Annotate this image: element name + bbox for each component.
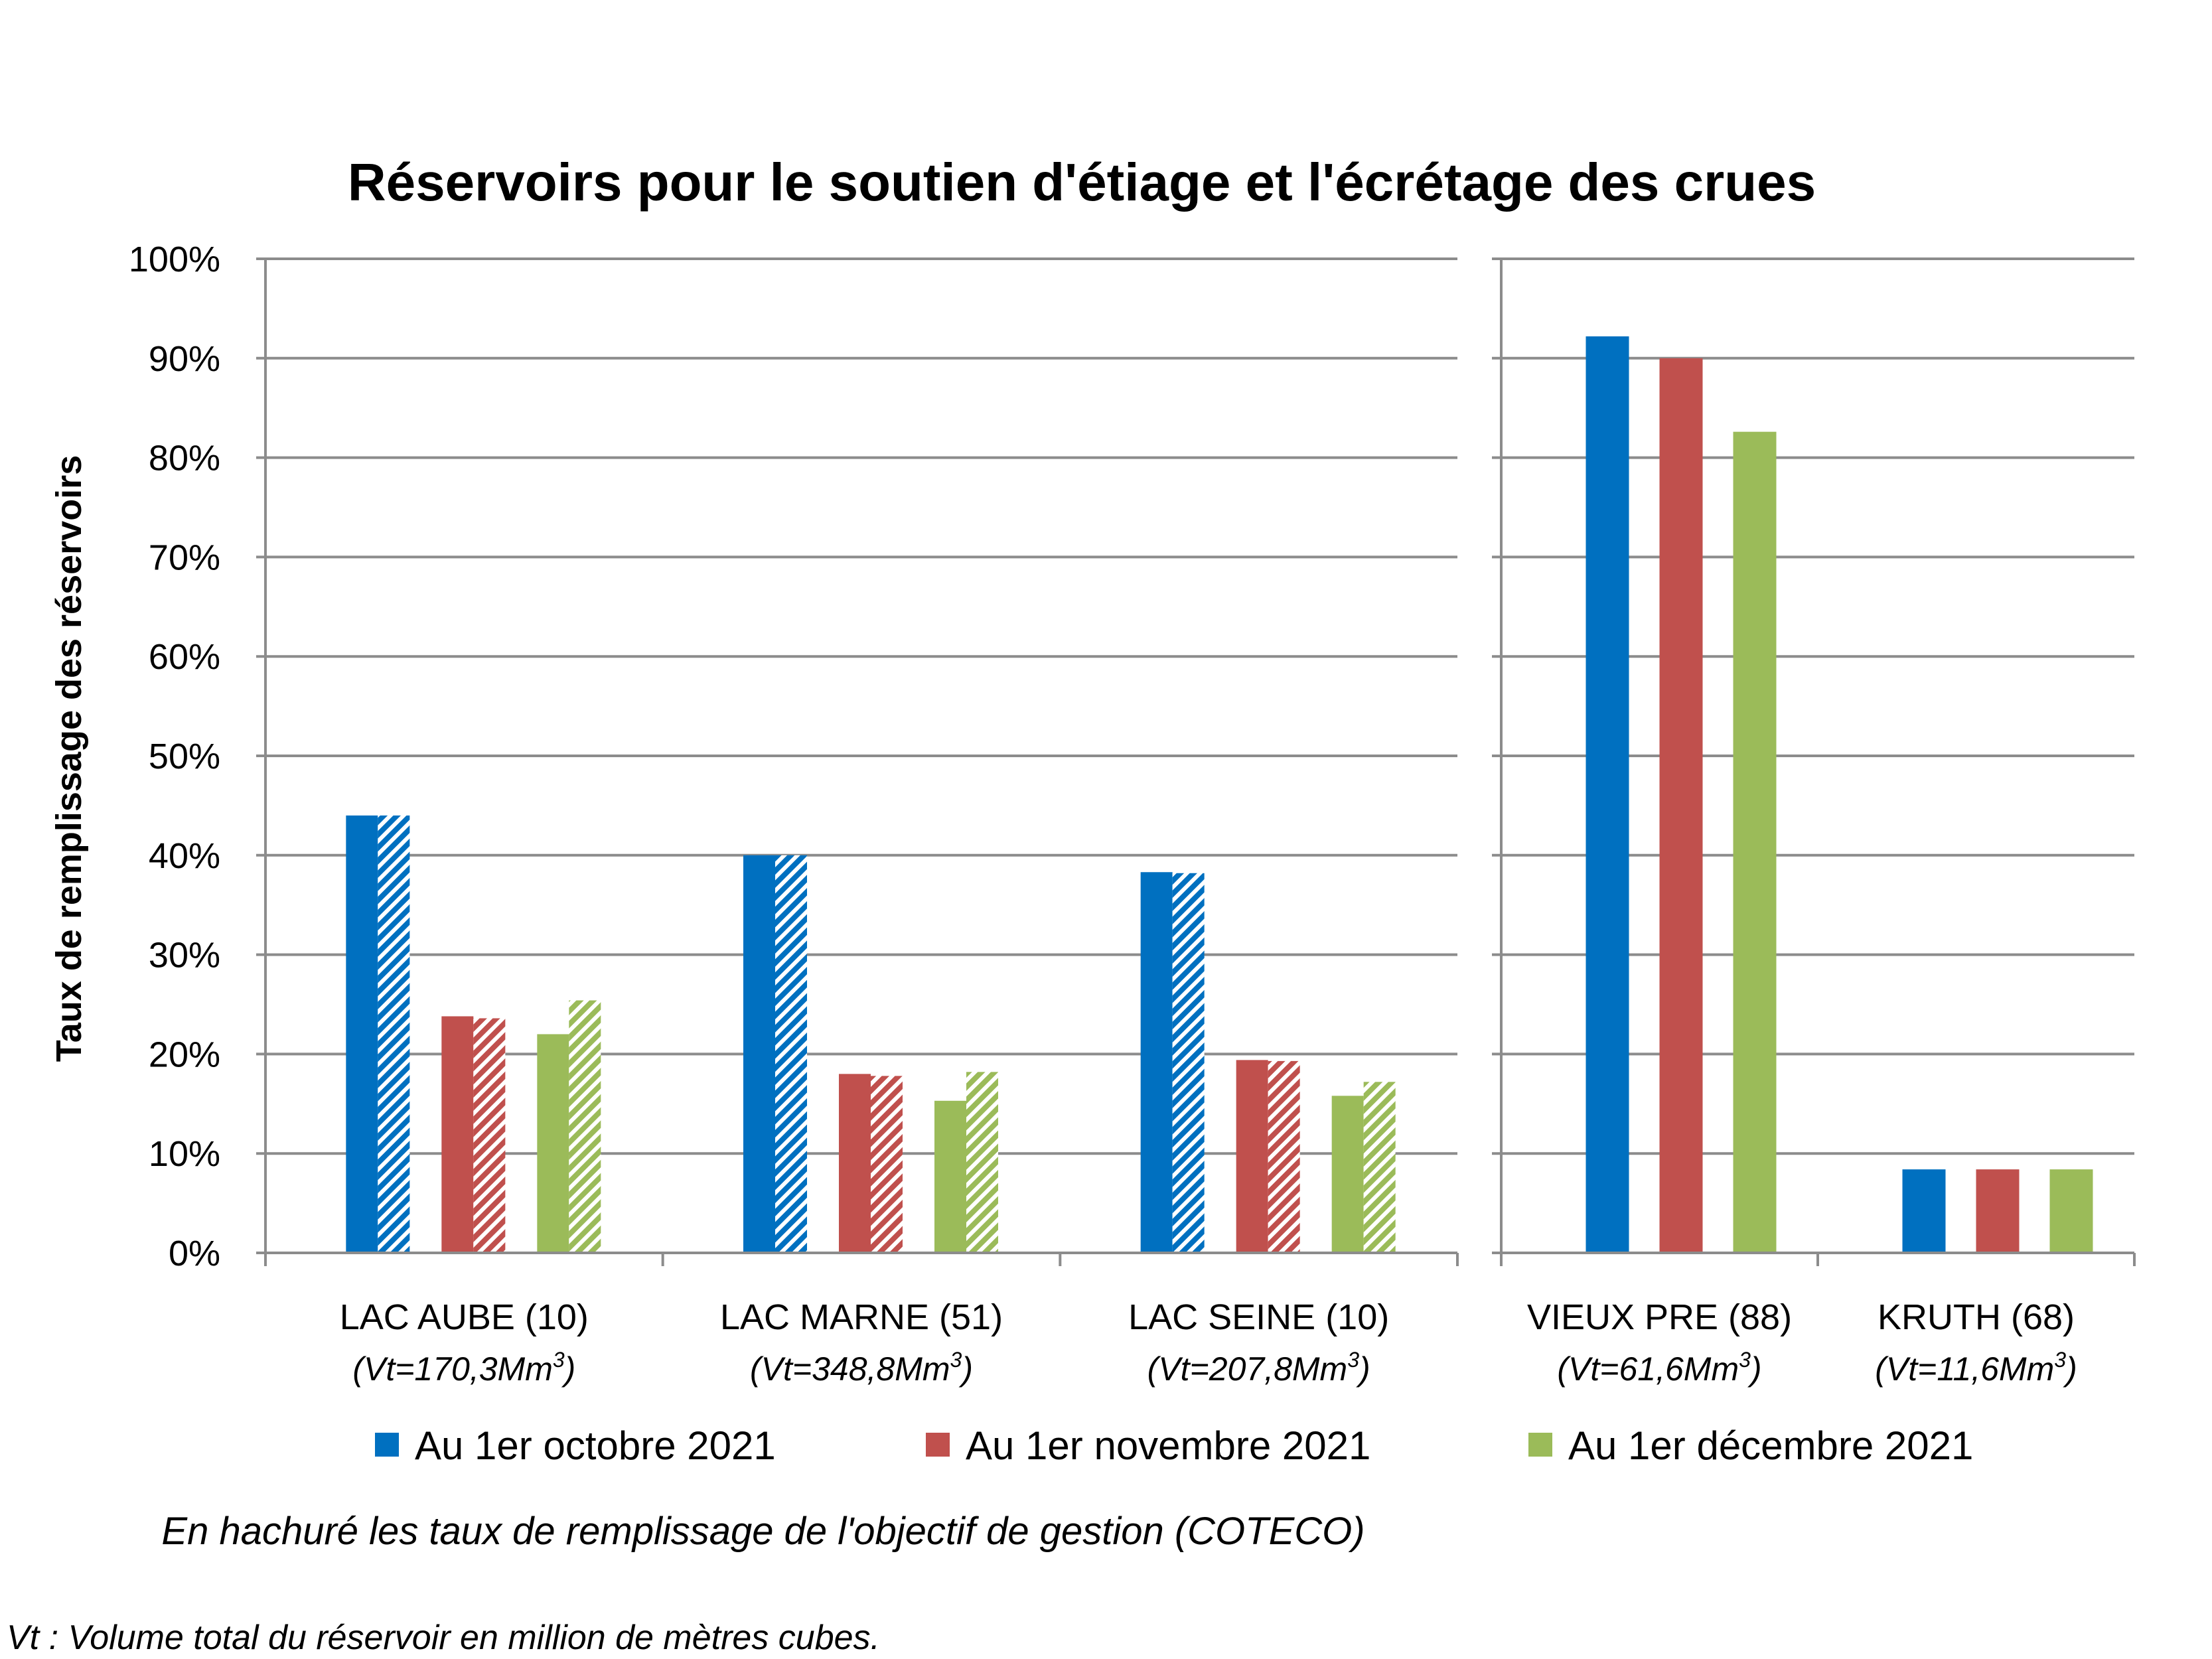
bar-actual xyxy=(1733,431,1777,1253)
bars xyxy=(346,336,2093,1253)
bar-actual xyxy=(441,1016,474,1253)
y-tick-label: 90% xyxy=(149,339,220,379)
bar-objective xyxy=(1363,1082,1396,1253)
y-tick-label: 40% xyxy=(149,836,220,876)
axes xyxy=(264,257,2136,1266)
bar-objective xyxy=(1172,873,1205,1253)
bar-actual xyxy=(1585,336,1629,1253)
bar-actual xyxy=(346,815,378,1253)
bar-objective xyxy=(871,1076,903,1253)
y-tick-label: 80% xyxy=(149,439,220,478)
bar-actual xyxy=(1976,1169,2020,1253)
bar-actual xyxy=(743,855,775,1253)
x-category-label: KRUTH (68) xyxy=(1878,1297,2075,1337)
legend-swatch xyxy=(1528,1433,1552,1457)
y-tick-label: 20% xyxy=(149,1035,220,1074)
legend-swatch xyxy=(375,1433,399,1457)
x-category-label: VIEUX PRE (88) xyxy=(1527,1297,1792,1337)
legend-label: Au 1er novembre 2021 xyxy=(966,1423,1370,1468)
x-category-volume: (Vt=170,3Mm3) xyxy=(352,1348,575,1388)
bar-actual xyxy=(1140,872,1173,1253)
y-axis-label: Taux de remplissage des réservoirs xyxy=(49,455,89,1062)
x-category-volume: (Vt=207,8Mm3) xyxy=(1147,1348,1370,1388)
hatch-note: En hachuré les taux de remplissage de l'… xyxy=(161,1510,1364,1553)
bar-actual xyxy=(537,1034,569,1253)
bar-objective xyxy=(569,1000,601,1253)
bar-actual xyxy=(1659,358,1703,1253)
y-tick-label: 50% xyxy=(149,737,220,776)
x-category-volume: (Vt=11,6Mm3) xyxy=(1875,1348,2077,1388)
legend-label: Au 1er octobre 2021 xyxy=(415,1423,776,1468)
footnote: Vt : Volume total du réservoir en millio… xyxy=(7,1619,880,1657)
bar-objective xyxy=(473,1018,506,1253)
bar-actual xyxy=(1902,1169,1946,1253)
x-category-volume: (Vt=348,8Mm3) xyxy=(750,1348,973,1388)
bar-actual xyxy=(1236,1060,1268,1253)
x-category-label: LAC MARNE (51) xyxy=(720,1297,1003,1337)
bar-actual xyxy=(2049,1169,2093,1253)
category-labels: LAC AUBE (10) (Vt=170,3Mm3) LAC MARNE (51)… xyxy=(340,1297,2077,1388)
legend: Au 1er octobre 2021 Au 1er novembre 2021 A… xyxy=(375,1423,1973,1468)
bar-actual xyxy=(1331,1096,1364,1253)
bar-objective xyxy=(1268,1060,1300,1253)
bar-objective xyxy=(378,815,410,1253)
y-tick-label: 100% xyxy=(129,240,220,279)
bar-actual xyxy=(934,1100,966,1253)
y-tick-label: 70% xyxy=(149,538,220,577)
x-category-label: LAC SEINE (10) xyxy=(1128,1297,1389,1337)
y-tick-labels: 0% 10% 20% 30% 40% 50% 60% 70% 80% 90% 100% xyxy=(129,240,220,1273)
bar-objective xyxy=(966,1072,998,1253)
y-tick-label: 0% xyxy=(169,1234,220,1273)
x-category-label: LAC AUBE (10) xyxy=(340,1297,589,1337)
legend-label: Au 1er décembre 2021 xyxy=(1568,1423,1973,1468)
y-tick-label: 60% xyxy=(149,637,220,677)
bar-objective xyxy=(775,855,807,1253)
legend-swatch xyxy=(926,1433,950,1457)
y-tick-label: 30% xyxy=(149,936,220,975)
bar-actual xyxy=(839,1074,871,1253)
y-tick-label: 10% xyxy=(149,1134,220,1174)
x-category-volume: (Vt=61,6Mm3) xyxy=(1557,1348,1761,1388)
chart-title: Réservoirs pour le soutien d'étiage et l… xyxy=(348,153,1816,212)
